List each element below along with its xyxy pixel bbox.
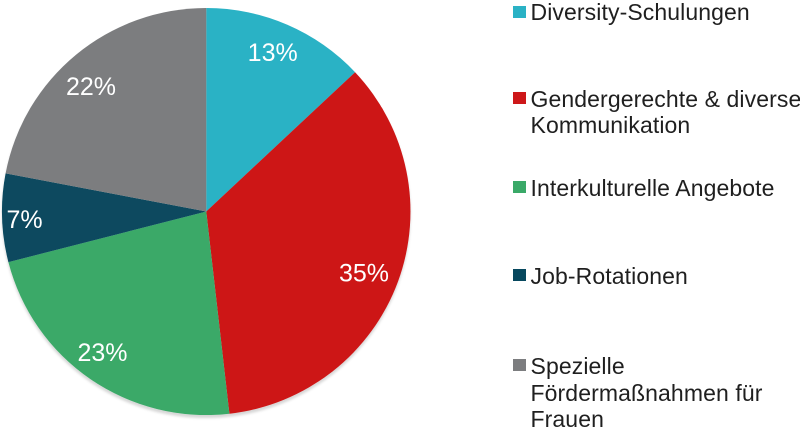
svg-text:23%: 23% xyxy=(77,339,127,367)
svg-text:22%: 22% xyxy=(66,73,116,101)
svg-text:7%: 7% xyxy=(7,206,43,234)
svg-text:35%: 35% xyxy=(339,259,389,287)
svg-text:13%: 13% xyxy=(248,39,298,67)
